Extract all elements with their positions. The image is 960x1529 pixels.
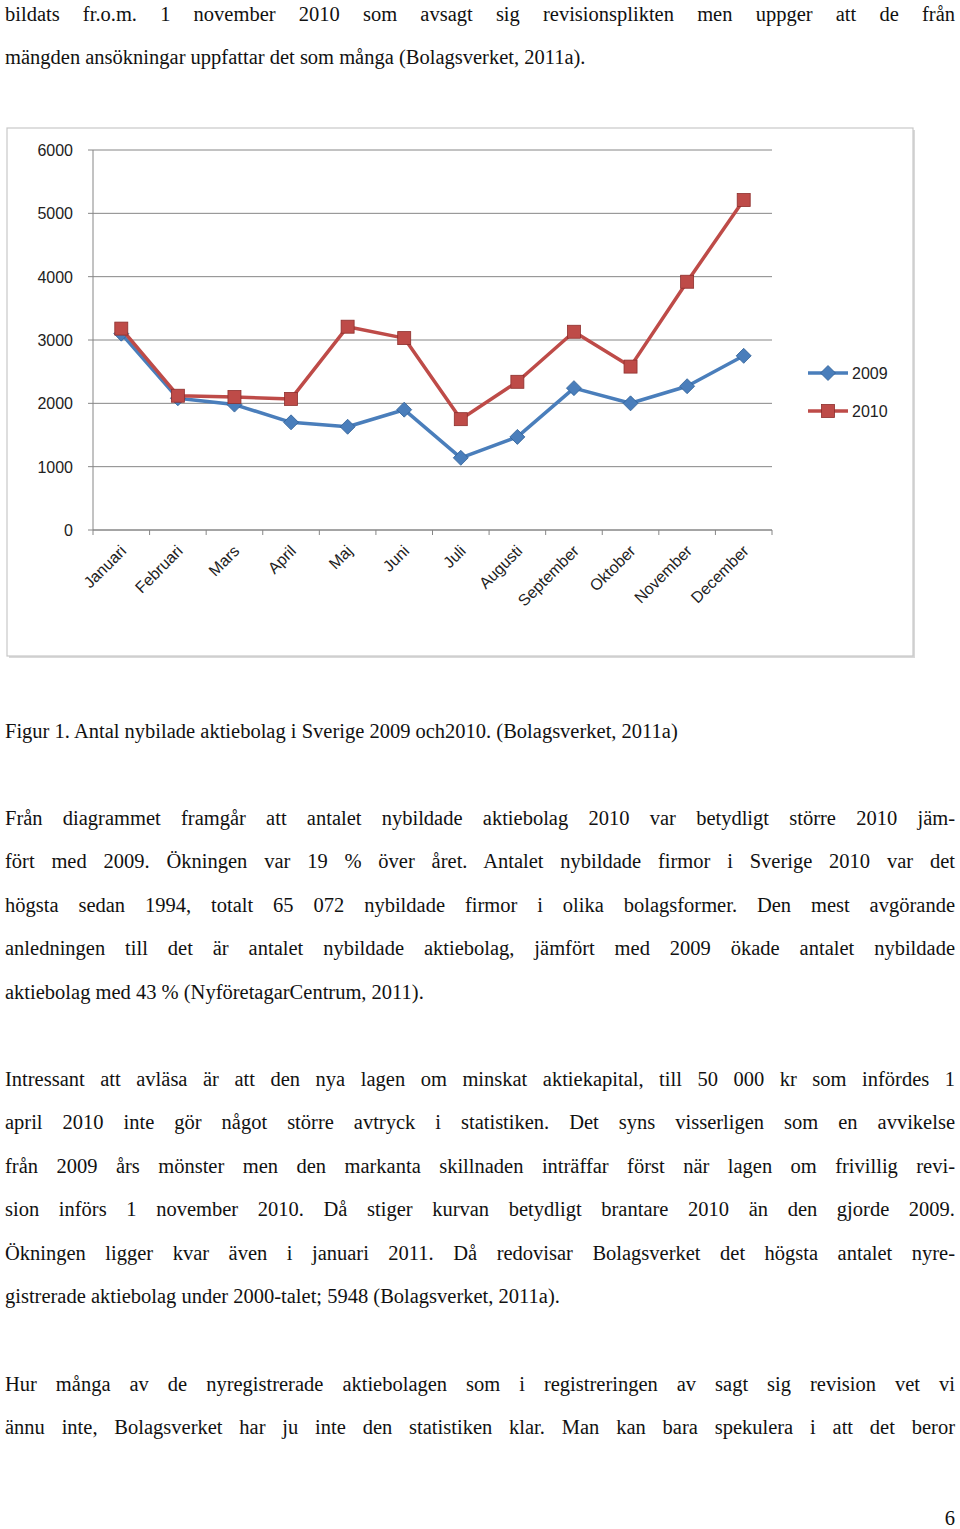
y-tick — [88, 276, 93, 277]
series-line — [121, 200, 743, 419]
x-tick-label: Oktober — [586, 542, 639, 595]
grid-line — [93, 276, 772, 277]
y-tick-label: 3000 — [37, 332, 73, 349]
x-tick-label: December — [688, 542, 753, 607]
data-point — [736, 348, 751, 363]
x-tick — [149, 530, 150, 535]
text-line: Figur 1. Antal nybilade aktiebolag i Sve… — [5, 718, 955, 744]
y-tick — [88, 466, 93, 467]
text-line: mängden ansökningar uppfattar det som må… — [5, 44, 955, 70]
data-point — [567, 325, 580, 338]
text-line: aktiebolag med 43 % (NyföretagarCentrum,… — [5, 979, 955, 1005]
data-point — [453, 450, 468, 465]
x-tick — [602, 530, 603, 535]
x-tick-label: September — [515, 542, 583, 610]
data-point — [285, 392, 298, 405]
y-axis — [93, 150, 94, 530]
data-point — [454, 413, 467, 426]
data-point — [284, 415, 299, 430]
x-tick — [206, 530, 207, 535]
data-point — [340, 419, 355, 434]
text-line: Ökningen ligger kvar även i januari 2011… — [5, 1240, 955, 1266]
plot-area — [114, 194, 751, 466]
text-line: gistrerade aktiebolag under 2000-talet; … — [5, 1283, 955, 1309]
data-point — [341, 320, 354, 333]
data-point — [171, 389, 184, 402]
y-tick-label: 6000 — [37, 142, 73, 159]
text-line: Intressant att avläsa är att den nya lag… — [5, 1066, 955, 1092]
y-tick — [88, 530, 93, 531]
y-tick-label: 2000 — [37, 395, 73, 412]
x-tick — [93, 530, 94, 535]
chart-frame — [7, 128, 913, 656]
legend-marker — [821, 366, 836, 381]
x-tick-label: April — [265, 542, 300, 577]
x-tick — [375, 530, 376, 535]
y-tick — [88, 403, 93, 404]
page-number: 6 — [900, 1505, 955, 1529]
data-point — [737, 194, 750, 207]
x-tick — [545, 530, 546, 535]
y-tick-label: 1000 — [37, 459, 73, 476]
data-point — [510, 429, 525, 444]
text-line: från 2009 års mönster men den markanta s… — [5, 1153, 955, 1179]
text-line: fört med 2009. Ökningen var 19 % över år… — [5, 848, 955, 874]
data-point — [511, 375, 524, 388]
text-line: högsta sedan 1994, totalt 65 072 nybilda… — [5, 892, 955, 918]
x-tick — [489, 530, 490, 535]
x-tick-label: Maj — [325, 542, 355, 572]
chart: 0 1000 2000 3000 4000 5000 6000 JanuariFebruari… — [0, 0, 960, 700]
text-line: Från diagrammet framgår att antalet nybi… — [5, 805, 955, 831]
x-tick-label: Augusti — [476, 542, 526, 592]
x-tick — [319, 530, 320, 535]
data-point — [115, 322, 128, 335]
y-tick — [88, 150, 93, 151]
x-tick-label: Februari — [132, 542, 186, 596]
data-point — [624, 360, 637, 373]
data-point — [397, 402, 412, 417]
grid-line — [93, 403, 772, 404]
x-tick — [772, 530, 773, 535]
y-tick-label: 4000 — [37, 269, 73, 286]
x-tick — [658, 530, 659, 535]
text-line: ännu inte, Bolagsverket har ju inte den … — [5, 1414, 955, 1440]
data-point — [681, 275, 694, 288]
data-point — [680, 379, 695, 394]
legend-label: 2009 — [852, 365, 888, 382]
grid-line — [93, 150, 772, 151]
x-tick-label: Mars — [205, 542, 242, 579]
x-tick — [432, 530, 433, 535]
data-point — [228, 391, 241, 404]
y-tick-label: 5000 — [37, 205, 73, 222]
x-tick-label: November — [631, 542, 696, 607]
data-point — [566, 381, 581, 396]
x-tick — [715, 530, 716, 535]
data-point — [398, 332, 411, 345]
y-tick — [88, 213, 93, 214]
text-line: bildats fr.o.m. 1 november 2010 som avsa… — [5, 1, 955, 27]
grid-line — [93, 466, 772, 467]
text-line: sion införs 1 november 2010. Då stiger k… — [5, 1196, 955, 1222]
x-tick — [262, 530, 263, 535]
x-tick-label: Januari — [80, 542, 129, 591]
legend-label: 2010 — [852, 403, 888, 420]
y-tick — [88, 340, 93, 341]
grid-line — [93, 213, 772, 214]
grid-line — [93, 340, 772, 341]
x-tick-label: Juli — [440, 542, 469, 571]
text-line: Hur många av de nyregistrerade aktiebola… — [5, 1371, 955, 1397]
data-point — [623, 396, 638, 411]
x-tick-label: Juni — [380, 542, 413, 575]
text-line: april 2010 inte gör något större avtryck… — [5, 1109, 955, 1135]
text-line: anledningen till det är antalet nybildad… — [5, 935, 955, 961]
y-tick-label: 0 — [64, 522, 73, 539]
legend-marker — [822, 405, 835, 418]
